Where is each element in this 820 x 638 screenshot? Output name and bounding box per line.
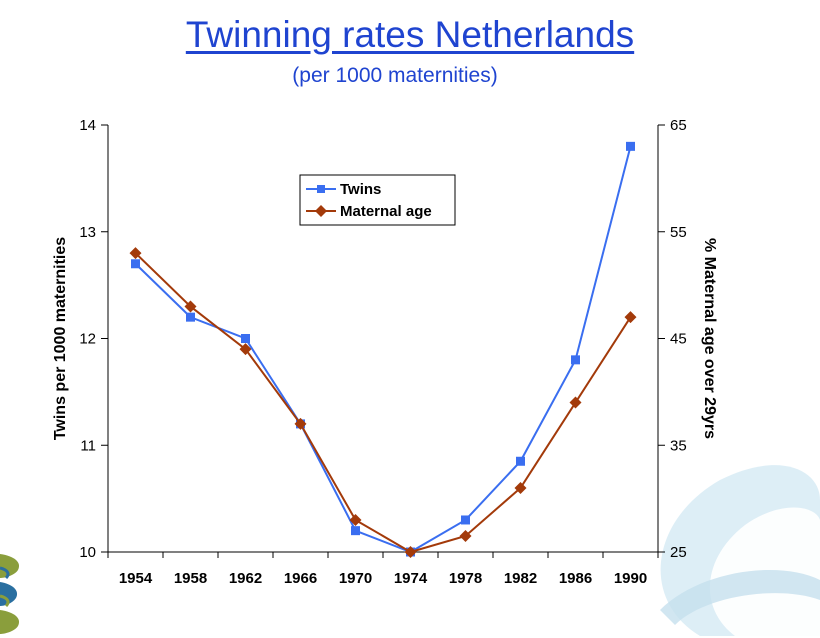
y-tick-label-left: 12 [79, 331, 96, 348]
slide-subtitle: (per 1000 maternities) [292, 64, 498, 87]
series-line-maternal-age [134, 252, 632, 554]
y-tick-label-right: 65 [670, 117, 687, 134]
legend-marker-twins [317, 185, 325, 193]
data-point-twins [186, 312, 195, 322]
data-point-maternal-age [404, 546, 417, 558]
data-point-twins [571, 355, 580, 365]
y-axis-title-right: % Maternal age over 29yrs [701, 238, 718, 439]
y-axis-title-left: Twins per 1000 maternities [52, 237, 69, 440]
data-point-maternal-age [239, 343, 252, 356]
data-point-maternal-age [294, 417, 307, 430]
y-tick-label-left: 11 [80, 437, 96, 454]
data-point-maternal-age [459, 529, 472, 542]
x-tick-label: 1958 [174, 570, 207, 587]
y-tick-label-right: 55 [670, 224, 687, 241]
legend-label: Maternal age [340, 203, 432, 220]
y-tick-label-left: 14 [79, 117, 96, 134]
decorative-helix-graphic [0, 554, 20, 634]
x-tick-label: 1982 [504, 570, 537, 587]
legend-box [299, 174, 456, 226]
y-tick-label-left: 10 [79, 544, 96, 561]
x-tick-label: 1954 [119, 570, 153, 587]
legend-marker-maternal-age [315, 205, 327, 217]
x-tick-label: 1966 [284, 570, 317, 587]
x-tick-label: 1974 [394, 570, 428, 587]
x-tick-label: 1990 [614, 570, 647, 587]
y-tick-label-right: 25 [670, 544, 687, 561]
data-point-maternal-age [349, 513, 362, 526]
legend-label: Twins [340, 181, 381, 198]
x-tick-label: 1978 [449, 570, 482, 587]
data-point-twins [516, 456, 525, 466]
data-point-twins [461, 515, 470, 525]
x-tick-label: 1986 [559, 570, 592, 587]
data-point-twins [241, 334, 250, 343]
data-point-maternal-age [624, 311, 637, 324]
y-tick-label-right: 45 [670, 331, 687, 348]
data-point-twins [131, 259, 140, 269]
data-point-maternal-age [514, 481, 527, 494]
y-tick-label-right: 35 [670, 437, 687, 454]
data-point-twins [626, 141, 635, 151]
x-tick-label: 1970 [339, 570, 372, 587]
data-point-twins [351, 526, 360, 536]
slide-title: Twinning rates Netherlands [185, 14, 635, 55]
data-point-maternal-age [569, 396, 582, 409]
data-point-maternal-age [184, 300, 197, 313]
y-tick-label-left: 13 [79, 224, 96, 241]
x-tick-label: 1962 [229, 570, 262, 587]
data-point-maternal-age [129, 247, 142, 260]
